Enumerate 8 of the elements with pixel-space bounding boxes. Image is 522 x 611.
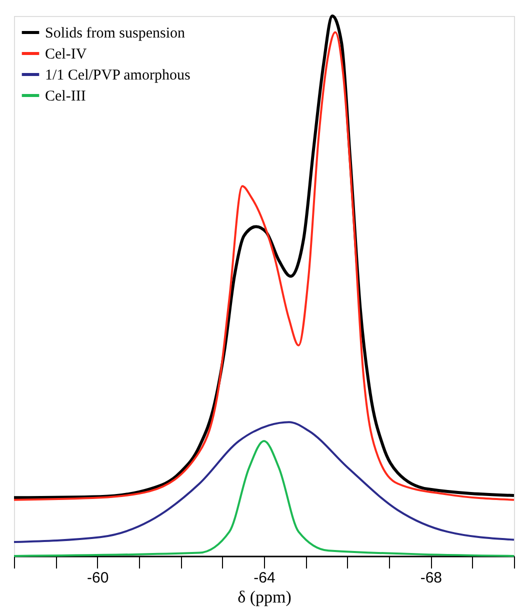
x-tick-label: -60 [86,570,109,586]
legend-label: Solids from suspension [45,26,186,42]
x-axis-title: δ (ppm) [238,588,292,606]
legend-label: Cel-IV [45,46,87,62]
x-tick-label: -64 [254,570,276,586]
legend-label: 1/1 Cel/PVP amorphous [45,68,190,84]
legend-label: Cel-III [45,88,86,104]
x-tick-label: -68 [420,570,442,586]
